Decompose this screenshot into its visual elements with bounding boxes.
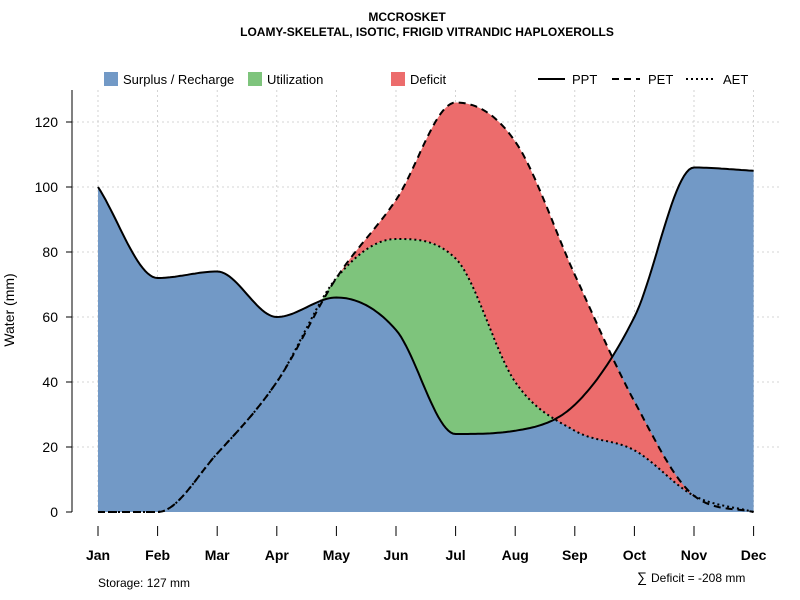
x-tick-label: Nov (681, 547, 708, 563)
deficit-note: Deficit = -208 mm (651, 571, 745, 585)
y-tick-label: 0 (50, 504, 58, 520)
series-line-pet (98, 101, 754, 513)
legend-label-pet: PET (648, 72, 673, 87)
y-tick-label: 100 (35, 179, 59, 195)
x-tick-label: Apr (265, 547, 290, 563)
y-ticks: 0 20 40 60 80 100 120 (35, 114, 72, 520)
storage-note: Storage: 127 mm (98, 576, 190, 590)
area-deficit (98, 102, 754, 512)
legend-label-utilization: Utilization (267, 72, 323, 87)
legend-label-ppt: PPT (572, 72, 597, 87)
legend-label-deficit: Deficit (410, 72, 447, 87)
deficit-sum-icon: ∑ (637, 569, 647, 585)
series-line-aet (98, 238, 754, 513)
area-fills (98, 102, 754, 512)
y-axis-label: Water (mm) (1, 273, 17, 346)
x-tick-label: Mar (205, 547, 230, 563)
legend-swatch-surplus (104, 72, 118, 86)
area-utilization (98, 167, 754, 434)
x-ticks: Jan Feb Mar Apr May Jun Jul Aug Sep Oct Nov Dec (86, 526, 767, 563)
series-line-ppt (97, 166, 754, 435)
x-tick-label: Jan (86, 547, 110, 563)
legend-swatch-utilization (248, 72, 262, 86)
y-tick-label: 80 (42, 244, 58, 260)
chart-subtitle: LOAMY-SKELETAL, ISOTIC, FRIGID VITRANDIC… (240, 25, 614, 39)
legend: Surplus / Recharge Utilization Deficit P… (104, 72, 748, 87)
series-lines (97, 101, 754, 513)
x-tick-label: Feb (145, 547, 170, 563)
y-tick-label: 20 (42, 439, 58, 455)
legend-swatch-deficit (391, 72, 405, 86)
legend-label-aet: AET (723, 72, 748, 87)
x-tick-label: Jul (445, 547, 465, 563)
y-tick-label: 60 (42, 309, 58, 325)
y-tick-label: 40 (42, 374, 58, 390)
legend-label-surplus: Surplus / Recharge (123, 72, 234, 87)
y-tick-label: 120 (35, 114, 59, 130)
x-tick-label: May (323, 547, 350, 563)
x-tick-label: Oct (623, 547, 647, 563)
x-tick-label: Sep (562, 547, 588, 563)
chart-title: MCCROSKET (368, 10, 446, 24)
x-tick-label: Aug (502, 547, 529, 563)
x-tick-label: Jun (384, 547, 409, 563)
x-tick-label: Dec (741, 547, 767, 563)
